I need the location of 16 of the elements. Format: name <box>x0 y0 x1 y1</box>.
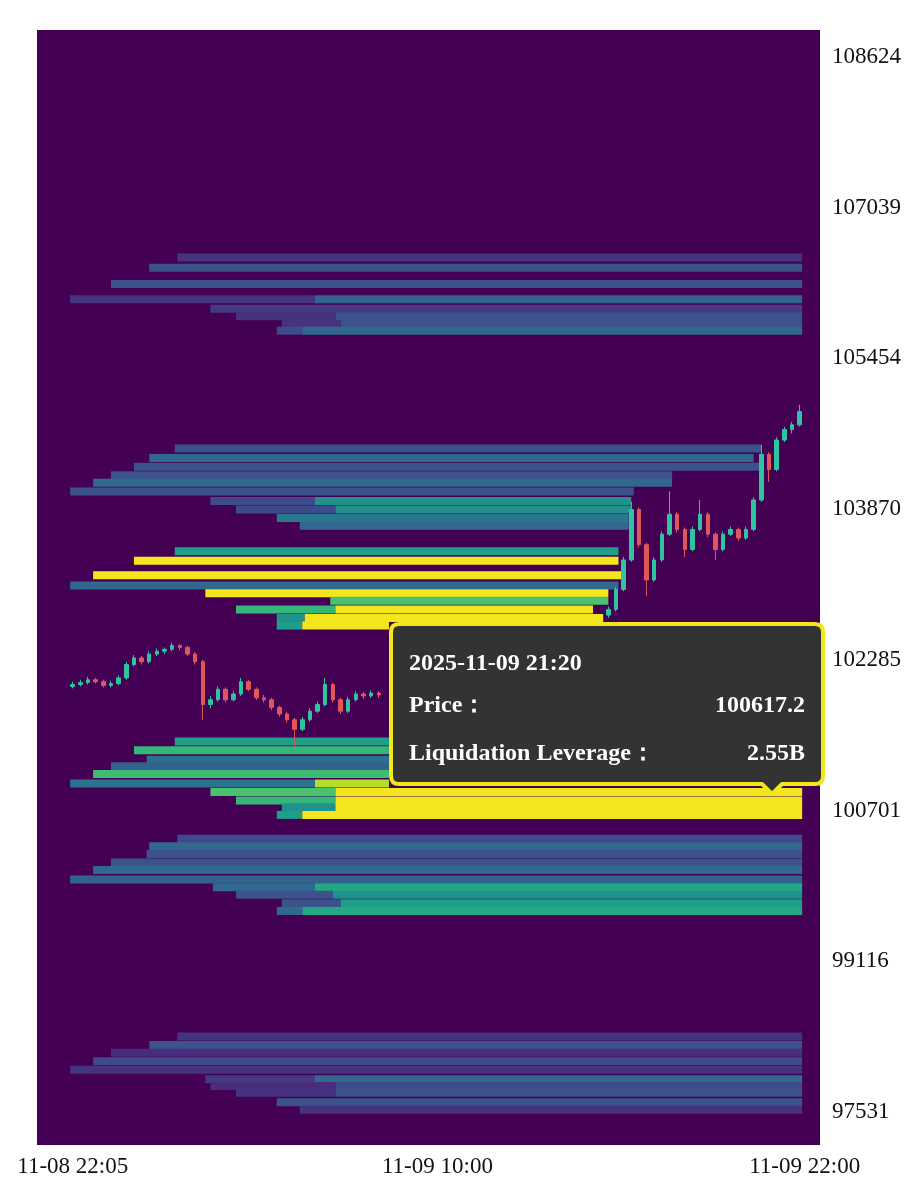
y2-tick-label: 103870 <box>832 495 901 521</box>
y2-tick-label: 100701 <box>832 796 901 822</box>
y2-tick-label: 107039 <box>832 193 901 219</box>
annotation: Price： <box>409 690 487 719</box>
annotation: 100617.2 <box>715 690 805 719</box>
annotation: Liquidation Leverage： <box>409 738 656 767</box>
x-tick-label: 11-08 22:05 <box>17 1153 129 1178</box>
annotation: 2025-11-09 21:20 <box>409 649 582 675</box>
x-tick-label: 11-09 10:00 <box>381 1153 493 1178</box>
x-tick-label: 11-09 22:00 <box>749 1153 861 1178</box>
y2-tick-label: 102285 <box>832 645 901 671</box>
y2-tick-label: 99116 <box>832 947 889 973</box>
y2-tick-label: 105454 <box>832 344 902 370</box>
annotation: 2.55B <box>746 738 805 767</box>
y2-tick-label: 108624 <box>832 42 902 68</box>
y2-tick-label: 97531 <box>832 1098 890 1124</box>
